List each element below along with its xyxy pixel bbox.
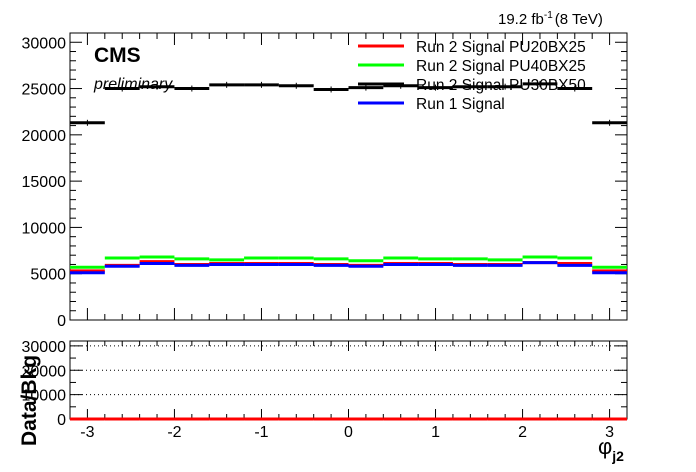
lumi-value: 19.2 fb bbox=[498, 11, 544, 28]
x-tick-label: 3 bbox=[605, 424, 614, 441]
lumi-energy: (8 TeV) bbox=[555, 11, 603, 28]
ratio-y-axis-title: Data/Bkg bbox=[18, 355, 41, 446]
x-tick-label: -3 bbox=[80, 424, 94, 441]
ratio-y-axis: 0 10000 20000 30000 bbox=[22, 339, 627, 429]
legend: Run 2 Signal PU20BX25 Run 2 Signal PU40BX… bbox=[358, 39, 586, 113]
preliminary-label: preliminary bbox=[93, 76, 173, 93]
cms-label: CMS bbox=[94, 44, 141, 67]
ratio-x-axis: -3 -2 -1 0 1 2 3 bbox=[69, 341, 628, 441]
main-x-axis bbox=[69, 33, 628, 320]
lumi-label: 19.2 fb-1 (8 TeV) bbox=[498, 10, 603, 28]
main-series-group bbox=[70, 80, 627, 275]
ratio-frame bbox=[69, 340, 628, 420]
main-y-axis: 0 5000 10000 15000 20000 25000 30000 bbox=[22, 35, 627, 330]
x-tick-label: 2 bbox=[518, 424, 527, 441]
legend-entry-label: Run 2 Signal PU40BX25 bbox=[416, 58, 586, 75]
main-y-tick-label: 25000 bbox=[22, 82, 67, 99]
main-y-tick-label: 20000 bbox=[22, 128, 67, 145]
x-axis-title: φj2 bbox=[598, 434, 624, 464]
main-y-tick-label: 5000 bbox=[30, 267, 66, 284]
x-tick-label: 0 bbox=[344, 424, 353, 441]
lumi-exponent: -1 bbox=[544, 10, 553, 21]
main-y-tick-label: 10000 bbox=[22, 220, 67, 237]
x-axis-title-symbol: φ bbox=[598, 434, 612, 459]
legend-entry-label: Run 2 Signal PU20BX25 bbox=[416, 39, 586, 56]
x-axis-title-subscript: j2 bbox=[611, 448, 624, 464]
ratio-y-tick-label: 0 bbox=[57, 412, 66, 429]
legend-entry-label: Run 1 Signal bbox=[416, 96, 505, 113]
main-y-tick-label: 0 bbox=[57, 313, 66, 330]
x-tick-label: 1 bbox=[431, 424, 440, 441]
x-tick-label: -1 bbox=[254, 424, 268, 441]
main-y-tick-label: 15000 bbox=[22, 174, 67, 191]
main-panel: 0 5000 10000 15000 20000 25000 30000 CMS preli… bbox=[22, 32, 628, 330]
ratio-panel: 0 10000 20000 30000 -3 -2 -1 0 1 2 3 Data/Bkg φj2 bbox=[18, 339, 628, 464]
ratio-y-tick-label: 30000 bbox=[22, 339, 67, 356]
main-y-tick-label: 30000 bbox=[22, 35, 67, 52]
ratio-y-tick-label: 10000 bbox=[22, 388, 67, 405]
ratio-grid bbox=[70, 345, 627, 396]
x-tick-label: -2 bbox=[167, 424, 181, 441]
ratio-y-tick-label: 20000 bbox=[22, 363, 67, 380]
legend-entry-label: Run 2 Signal PU30BX50 bbox=[416, 77, 586, 94]
